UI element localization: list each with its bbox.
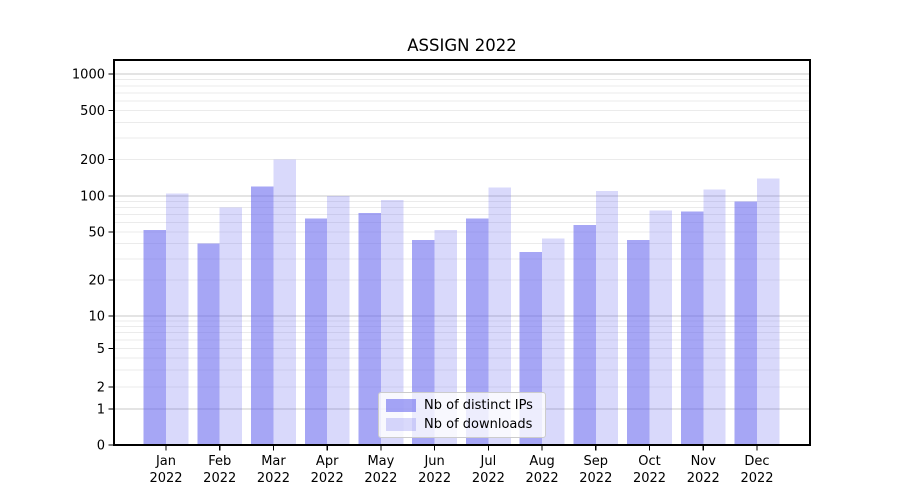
y-tick-label: 200 [80,153,105,168]
bar-distinct-ips-may [358,213,381,445]
bar-downloads-aug [542,238,565,445]
plot-frame [113,59,811,446]
legend-item-distinct-ips: Nb of distinct IPs [386,398,538,413]
legend-item-downloads: Nb of downloads [386,417,538,432]
bar-distinct-ips-nov [680,211,704,445]
x-tick-label: Feb 2022 [203,454,236,486]
y-tick-label: 100 [80,190,105,205]
x-tick-label: Apr 2022 [311,454,344,486]
x-tick-label: Nov 2022 [687,454,720,486]
x-tick-label: Sep 2022 [579,454,612,486]
bar-downloads-mar [273,159,296,445]
x-tick-label: Jan 2022 [149,454,182,486]
bar-downloads-nov [703,189,726,445]
bar-distinct-ips-jan [143,229,166,445]
bar-distinct-ips-oct [627,239,650,445]
bar-downloads-feb [219,207,243,445]
chart-title: ASSIGN 2022 [407,36,517,55]
legend-label-distinct-ips: Nb of distinct IPs [424,398,533,414]
bar-downloads-jun [434,229,458,445]
x-tick-label: Dec 2022 [740,454,773,486]
y-tick-label: 20 [88,274,105,289]
legend-swatch-downloads [386,417,416,431]
y-tick-label: 2 [97,381,105,396]
x-tick-label: Oct 2022 [633,454,666,486]
y-tick-label: 1000 [72,68,105,83]
x-tick-label: Jun 2022 [418,454,451,486]
bar-distinct-ips-jul [465,218,489,445]
bar-downloads-oct [649,210,672,445]
x-tick-label: Jul 2022 [472,454,505,486]
legend-label-downloads: Nb of downloads [424,416,533,432]
bar-downloads-sep [595,190,619,445]
bar-downloads-apr [327,196,350,445]
y-tick-label: 0 [97,439,105,454]
bar-distinct-ips-feb [197,243,220,445]
bar-distinct-ips-mar [251,186,274,446]
x-tick-label: May 2022 [364,454,397,486]
x-tick-label: Mar 2022 [257,454,290,486]
bar-downloads-jul [488,187,511,446]
bar-downloads-jan [166,193,189,445]
legend-swatch-distinct-ips [386,399,416,413]
x-tick-label: Aug 2022 [526,454,559,486]
y-tick-label: 10 [88,310,105,325]
bar-distinct-ips-apr [304,218,328,445]
bar-distinct-ips-dec [734,201,757,445]
bar-downloads-may [380,199,404,445]
legend: Nb of distinct IPs Nb of downloads [378,392,546,438]
y-tick-label: 1 [97,403,105,418]
y-tick-label: 50 [88,226,105,241]
bar-distinct-ips-sep [573,225,596,445]
y-tick-label: 5 [97,342,105,357]
bar-downloads-dec [756,178,780,445]
y-tick-label: 500 [80,104,105,119]
